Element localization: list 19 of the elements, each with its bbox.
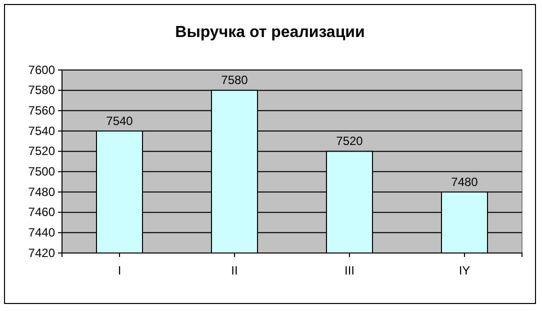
data-label: 7480 <box>451 174 478 189</box>
data-label: 7540 <box>106 114 134 128</box>
y-tick-label: 7440 <box>28 226 56 240</box>
data-label: 7580 <box>221 73 248 88</box>
x-tick-label: III <box>344 263 355 278</box>
y-tick-label: 7460 <box>28 205 56 220</box>
y-tick-label: 7480 <box>28 184 56 199</box>
y-tick-label: 7560 <box>28 104 56 118</box>
y-tick-label: 7520 <box>28 144 56 158</box>
chart-title: Выручка от реализации <box>175 24 365 41</box>
x-tick-label: I <box>118 263 122 278</box>
y-tick-label: 7540 <box>28 124 56 138</box>
data-label: 7520 <box>336 134 364 148</box>
y-tick-label: 7580 <box>28 83 56 98</box>
x-tick-label: II <box>231 263 238 278</box>
y-tick-label: 7500 <box>28 164 56 179</box>
y-tick-label: 7600 <box>28 62 56 77</box>
y-tick-label: 7420 <box>28 246 56 260</box>
x-tick-label: IY <box>458 263 470 278</box>
